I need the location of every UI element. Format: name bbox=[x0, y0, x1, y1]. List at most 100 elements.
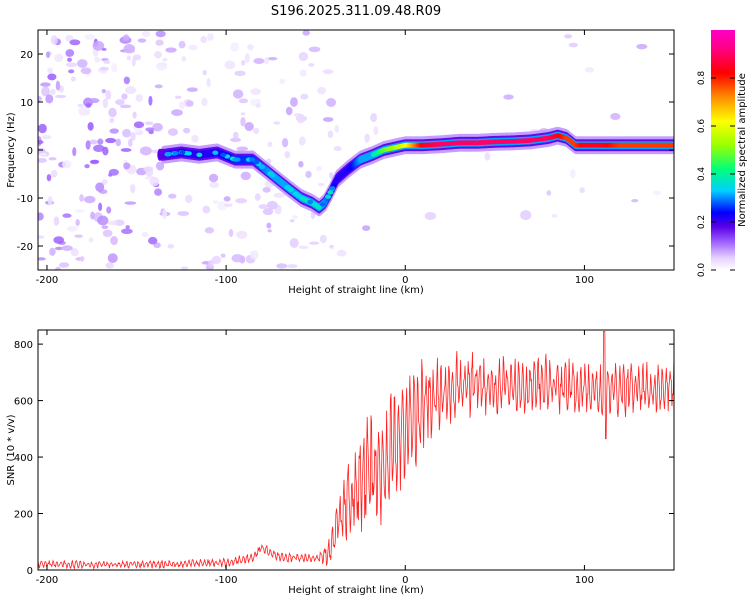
noise-blob bbox=[250, 88, 261, 95]
ridge-spot bbox=[196, 152, 203, 157]
noise-blob bbox=[154, 188, 163, 196]
noise-blob bbox=[97, 215, 109, 226]
noise-blob bbox=[244, 122, 254, 132]
noise-blob bbox=[201, 97, 208, 107]
noise-blob bbox=[188, 44, 198, 51]
noise-blob bbox=[55, 266, 61, 270]
noise-blob bbox=[151, 149, 160, 154]
noise-blob bbox=[38, 235, 45, 239]
noise-blob bbox=[75, 219, 80, 227]
noise-blob bbox=[200, 35, 207, 44]
noise-blob bbox=[319, 234, 327, 244]
ridge-spot bbox=[327, 190, 334, 195]
noise-blob bbox=[308, 241, 320, 245]
noise-blob bbox=[217, 201, 228, 211]
noise-blob bbox=[281, 137, 289, 148]
noise-blob bbox=[241, 59, 246, 66]
noise-blob bbox=[115, 138, 121, 147]
noise-blob bbox=[75, 209, 85, 213]
noise-blob bbox=[125, 86, 137, 95]
noise-blob bbox=[484, 152, 491, 161]
noise-blob bbox=[285, 106, 293, 116]
noise-blob bbox=[152, 122, 163, 132]
ridge-spot bbox=[172, 150, 179, 156]
noise-blob bbox=[123, 76, 130, 85]
noise-blob bbox=[92, 40, 105, 51]
snr-series-line bbox=[38, 331, 674, 570]
snr-ytick-label: 200 bbox=[14, 510, 33, 521]
noise-blob bbox=[185, 100, 194, 107]
noise-blob bbox=[47, 67, 54, 74]
noise-blob bbox=[322, 69, 334, 75]
noise-blob bbox=[569, 168, 576, 179]
colorbar-gradient bbox=[711, 30, 735, 270]
noise-blob bbox=[45, 51, 51, 59]
ridge-spot bbox=[165, 151, 172, 157]
snr-xtick-label: -200 bbox=[36, 575, 59, 586]
noise-blob bbox=[65, 49, 75, 57]
noise-blob bbox=[47, 195, 53, 206]
noise-blob bbox=[46, 174, 52, 182]
noise-blob bbox=[286, 264, 298, 269]
spectrogram-xtick-label: 100 bbox=[575, 275, 594, 286]
noise-blob bbox=[298, 245, 309, 249]
noise-blob bbox=[191, 134, 199, 143]
noise-blob bbox=[143, 166, 154, 172]
noise-blob bbox=[38, 257, 46, 261]
noise-blob bbox=[110, 236, 118, 246]
ridge-spot bbox=[253, 160, 260, 165]
noise-blob bbox=[315, 166, 322, 172]
noise-blob bbox=[98, 202, 103, 212]
noise-blob bbox=[171, 110, 178, 114]
noise-blob bbox=[326, 98, 337, 108]
noise-blob bbox=[80, 255, 85, 262]
noise-blob bbox=[83, 195, 96, 204]
ridge-spot bbox=[274, 176, 281, 182]
noise-blob bbox=[302, 30, 310, 36]
noise-blob bbox=[70, 76, 76, 82]
noise-blob bbox=[90, 159, 100, 164]
noise-blob bbox=[503, 94, 514, 100]
noise-blob bbox=[41, 134, 52, 140]
noise-blob bbox=[126, 55, 132, 61]
noise-blob bbox=[202, 69, 207, 76]
noise-blob bbox=[264, 57, 269, 65]
spectrogram-xtick-label: -200 bbox=[36, 275, 59, 286]
noise-blob bbox=[224, 60, 236, 70]
noise-blob bbox=[317, 86, 327, 95]
noise-blob bbox=[292, 215, 298, 219]
noise-blob bbox=[296, 113, 305, 124]
colorbar: 0.0 0.2 0.4 0.6 0.8 Normalized spectral ampl… bbox=[697, 30, 748, 277]
noise-blob bbox=[130, 184, 136, 194]
noise-blob bbox=[62, 160, 72, 169]
noise-blob bbox=[147, 236, 158, 245]
noise-blob bbox=[39, 152, 47, 157]
noise-blob bbox=[317, 182, 325, 187]
noise-blob bbox=[50, 169, 58, 178]
colorbar-label: Normalized spectral amplitude bbox=[737, 73, 748, 227]
noise-blob bbox=[156, 62, 168, 71]
ridge-spot bbox=[325, 194, 332, 199]
ridge-spot bbox=[329, 186, 336, 191]
noise-blob bbox=[108, 220, 118, 226]
noise-blob bbox=[122, 128, 132, 138]
noise-blob bbox=[123, 162, 131, 170]
noise-blob bbox=[45, 94, 54, 104]
noise-blob bbox=[209, 181, 220, 189]
noise-blob bbox=[334, 124, 340, 133]
noise-blob bbox=[53, 216, 60, 226]
noise-blob bbox=[212, 200, 219, 205]
snr-xtick-label: 0 bbox=[402, 575, 408, 586]
noise-blob bbox=[133, 121, 145, 129]
noise-blob bbox=[88, 139, 98, 145]
noise-blob bbox=[305, 170, 312, 179]
noise-blob bbox=[300, 93, 309, 100]
noise-blob bbox=[290, 97, 298, 107]
noise-blob bbox=[94, 56, 101, 63]
colorbar-tick-label: 0.4 bbox=[697, 167, 707, 182]
noise-blob bbox=[167, 128, 179, 136]
noise-blob bbox=[119, 104, 132, 109]
noise-blob bbox=[76, 59, 88, 68]
noise-blob bbox=[266, 222, 272, 229]
